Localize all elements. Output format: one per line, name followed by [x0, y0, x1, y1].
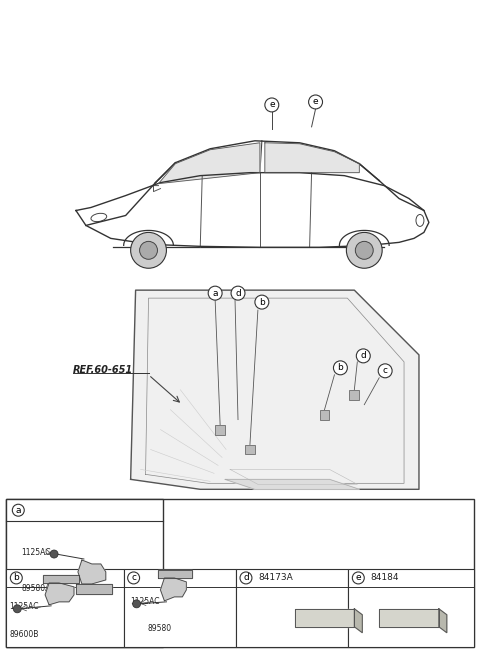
- Text: REF.60-651: REF.60-651: [73, 365, 133, 375]
- FancyBboxPatch shape: [348, 569, 474, 646]
- Text: b: b: [337, 364, 343, 372]
- FancyBboxPatch shape: [6, 499, 474, 646]
- Circle shape: [355, 241, 373, 259]
- FancyBboxPatch shape: [236, 569, 348, 646]
- Circle shape: [347, 233, 382, 269]
- Circle shape: [132, 600, 141, 608]
- Circle shape: [356, 349, 370, 363]
- Text: e: e: [313, 98, 318, 107]
- Polygon shape: [76, 584, 112, 594]
- Circle shape: [334, 361, 348, 375]
- Polygon shape: [354, 608, 362, 633]
- Polygon shape: [160, 578, 186, 601]
- Text: 84173A: 84173A: [258, 573, 293, 582]
- Circle shape: [240, 572, 252, 584]
- Circle shape: [231, 286, 245, 300]
- FancyBboxPatch shape: [349, 390, 360, 400]
- Polygon shape: [78, 560, 106, 584]
- Text: a: a: [212, 289, 218, 297]
- Text: e: e: [356, 573, 361, 582]
- FancyBboxPatch shape: [6, 569, 124, 646]
- Text: a: a: [15, 506, 21, 515]
- Text: 1125AC: 1125AC: [9, 603, 39, 611]
- FancyBboxPatch shape: [215, 424, 225, 434]
- Text: c: c: [131, 573, 136, 582]
- Circle shape: [378, 364, 392, 378]
- Polygon shape: [439, 608, 447, 633]
- Circle shape: [140, 241, 157, 259]
- Polygon shape: [131, 290, 419, 489]
- Text: d: d: [360, 351, 366, 360]
- Polygon shape: [158, 570, 192, 578]
- Circle shape: [11, 572, 22, 584]
- Circle shape: [309, 95, 323, 109]
- Polygon shape: [225, 479, 360, 489]
- Polygon shape: [45, 583, 74, 605]
- Text: c: c: [383, 366, 388, 375]
- Circle shape: [131, 233, 167, 269]
- Text: b: b: [259, 297, 265, 307]
- Text: 89580: 89580: [147, 624, 172, 633]
- Text: d: d: [243, 573, 249, 582]
- FancyBboxPatch shape: [124, 569, 236, 646]
- Text: b: b: [13, 573, 19, 582]
- Polygon shape: [265, 143, 360, 173]
- Circle shape: [128, 572, 140, 584]
- Circle shape: [255, 295, 269, 309]
- Circle shape: [12, 504, 24, 516]
- Polygon shape: [379, 608, 439, 627]
- Circle shape: [50, 550, 58, 558]
- Text: 89580A: 89580A: [21, 584, 51, 593]
- Text: e: e: [269, 100, 275, 109]
- Circle shape: [13, 605, 21, 613]
- FancyBboxPatch shape: [6, 499, 164, 646]
- Circle shape: [352, 572, 364, 584]
- Text: 89600B: 89600B: [9, 630, 39, 639]
- FancyBboxPatch shape: [245, 445, 255, 455]
- Text: d: d: [235, 289, 241, 297]
- FancyBboxPatch shape: [320, 409, 329, 420]
- Polygon shape: [43, 575, 79, 583]
- Polygon shape: [295, 608, 354, 627]
- Circle shape: [208, 286, 222, 300]
- Text: 1125AC: 1125AC: [131, 597, 160, 607]
- Text: 1125AC: 1125AC: [21, 548, 51, 557]
- Circle shape: [265, 98, 279, 112]
- Polygon shape: [158, 143, 260, 183]
- Text: 84184: 84184: [370, 573, 399, 582]
